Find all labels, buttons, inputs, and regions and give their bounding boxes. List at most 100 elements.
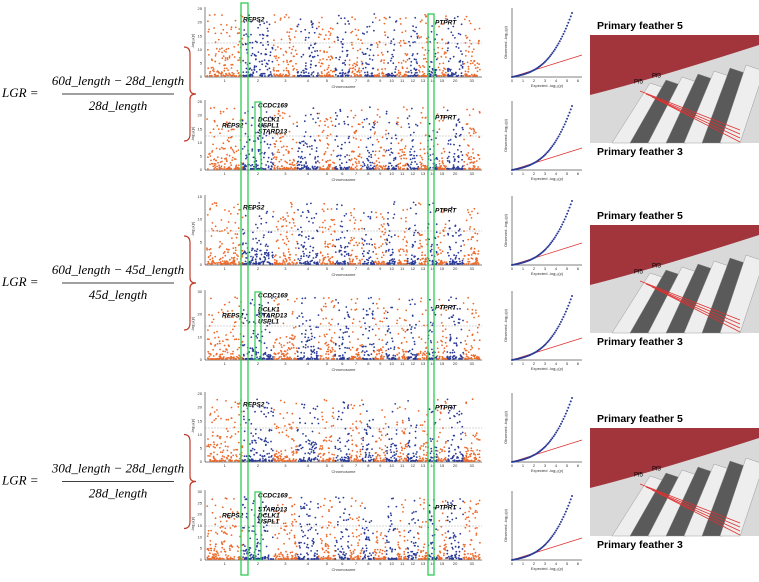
snp-dot <box>388 328 390 330</box>
snp-dot <box>321 17 323 19</box>
snp-dot <box>447 50 449 52</box>
snp-dot <box>334 350 336 352</box>
snp-dot <box>344 352 346 354</box>
snp-dot <box>216 460 218 462</box>
qq-dot <box>550 337 552 339</box>
snp-dot <box>280 48 282 50</box>
snp-dot <box>437 358 439 360</box>
snp-dot <box>282 136 284 138</box>
snp-dot <box>257 352 259 354</box>
chromosome-label: 15 <box>440 361 445 366</box>
snp-dot <box>293 327 295 329</box>
snp-dot <box>267 35 269 37</box>
chromosome-label: 5 <box>326 266 329 271</box>
snp-dot <box>452 356 454 358</box>
snp-dot <box>425 261 427 263</box>
snp-dot <box>305 39 307 41</box>
snp-dot <box>450 338 452 340</box>
snp-dot <box>379 320 381 322</box>
qq-dot <box>549 338 551 340</box>
snp-dot <box>281 147 283 149</box>
snp-dot <box>245 215 247 217</box>
snp-dot <box>333 70 335 72</box>
snp-dot <box>252 117 254 119</box>
snp-dot <box>374 351 376 353</box>
snp-dot <box>422 354 424 356</box>
snp-dot <box>372 251 374 253</box>
gene-label: REPS2 <box>243 17 265 24</box>
snp-dot <box>315 161 317 163</box>
snp-dot <box>244 232 246 234</box>
snp-dot <box>414 327 416 329</box>
snp-dot <box>467 155 469 157</box>
snp-dot <box>411 254 413 256</box>
snp-dot <box>288 240 290 242</box>
snp-dot <box>320 65 322 67</box>
snp-dot <box>409 350 411 352</box>
snp-dot <box>361 109 363 111</box>
qq-dot <box>569 112 571 114</box>
snp-dot <box>464 73 466 75</box>
snp-dot <box>472 236 474 238</box>
snp-dot <box>447 47 449 49</box>
snp-dot <box>230 332 232 334</box>
snp-dot <box>371 353 373 355</box>
snp-dot <box>213 136 215 138</box>
snp-dot <box>258 150 260 152</box>
qq-y-label: Observed -log₁₀(p) <box>503 213 508 247</box>
qq-dot <box>549 243 551 245</box>
snp-dot <box>245 75 247 77</box>
qq-dot <box>562 221 564 223</box>
snp-dot <box>286 212 288 214</box>
snp-dot <box>290 167 292 169</box>
snp-dot <box>262 263 264 265</box>
snp-dot <box>315 326 317 328</box>
snp-dot <box>278 152 280 154</box>
snp-dot <box>395 75 397 77</box>
qq-dot <box>554 331 556 333</box>
snp-dot <box>340 358 342 360</box>
snp-dot <box>378 228 380 230</box>
snp-dot <box>268 453 270 455</box>
snp-dot <box>265 437 267 439</box>
snp-dot <box>289 259 291 261</box>
qq-dot <box>564 313 566 315</box>
snp-dot <box>357 38 359 40</box>
snp-dot <box>354 69 356 71</box>
snp-dot <box>371 162 373 164</box>
snp-dot <box>328 71 330 73</box>
qq-tick-label: 1 <box>522 171 525 176</box>
snp-dot <box>213 107 215 109</box>
snp-dot <box>297 358 299 360</box>
snp-dot <box>225 157 227 159</box>
snp-dot <box>404 260 406 262</box>
snp-dot <box>218 336 220 338</box>
qq-dot <box>571 295 573 297</box>
snp-dot <box>263 234 265 236</box>
snp-dot <box>300 357 302 359</box>
snp-dot <box>303 352 305 354</box>
snp-dot <box>233 207 235 209</box>
snp-dot <box>298 315 300 317</box>
snp-dot <box>228 249 230 251</box>
snp-dot <box>479 168 481 170</box>
snp-dot <box>219 241 221 243</box>
qq-dot <box>571 200 573 202</box>
snp-dot <box>418 247 420 249</box>
snp-dot <box>407 168 409 170</box>
snp-dot <box>238 442 240 444</box>
qq-dot <box>558 230 560 232</box>
snp-dot <box>267 63 269 65</box>
snp-dot <box>306 203 308 205</box>
snp-dot <box>303 357 305 359</box>
snp-dot <box>457 16 459 18</box>
snp-dot <box>226 32 228 34</box>
snp-dot <box>473 208 475 210</box>
snp-dot <box>274 262 276 264</box>
snp-dot <box>208 446 210 448</box>
snp-dot <box>302 316 304 318</box>
snp-dot <box>445 223 447 225</box>
snp-dot <box>213 452 215 454</box>
snp-dot <box>326 345 328 347</box>
snp-dot <box>341 254 343 256</box>
